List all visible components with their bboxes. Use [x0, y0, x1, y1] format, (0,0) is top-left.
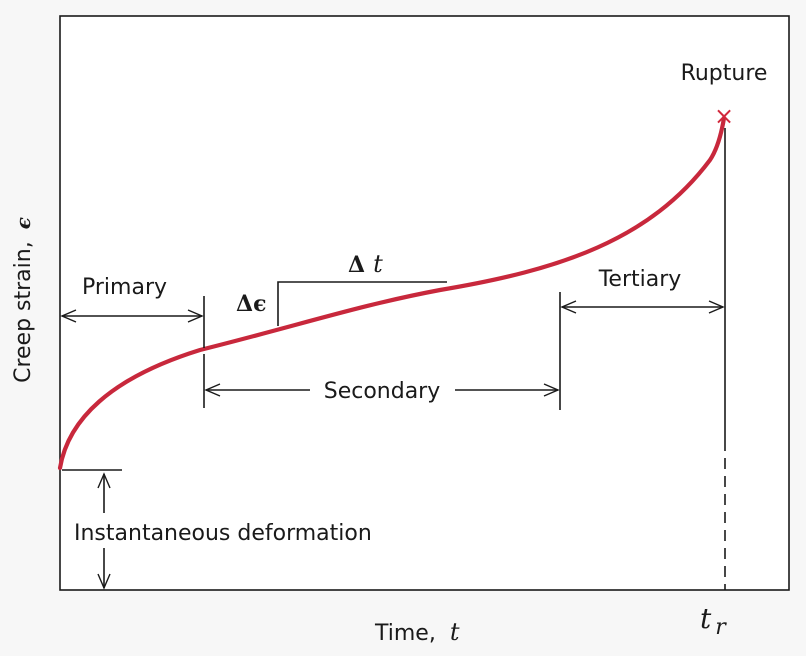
- rupture-marker: ×: [714, 102, 734, 130]
- rupture-label: Rupture: [681, 61, 768, 86]
- x-axis-label: Time, t: [374, 618, 460, 646]
- secondary-arrowhead-right: [543, 383, 560, 397]
- instantaneous-arrowhead-down: [97, 573, 111, 590]
- primary-label: Primary: [82, 275, 167, 300]
- x-axis-label-var: t: [450, 618, 460, 646]
- x-axis-label-text: Time,: [374, 621, 436, 646]
- secondary-label: Secondary: [324, 379, 441, 404]
- plot-frame: [59, 15, 790, 591]
- secondary-arrowhead-left: [204, 383, 221, 397]
- tertiary-arrowhead-right: [708, 300, 725, 314]
- instantaneous-label: Instantaneous deformation: [74, 521, 372, 546]
- primary-arrowhead-right: [187, 309, 204, 323]
- rupture-time-sub: r: [715, 615, 727, 640]
- slope-triangle: [277, 281, 447, 326]
- tertiary-arrowhead-left: [560, 300, 577, 314]
- tertiary-label: Tertiary: [598, 267, 682, 292]
- delta-strain-label: Δϵ: [236, 291, 266, 317]
- creep-curve: [57, 115, 727, 471]
- y-axis-label-var: ϵ: [11, 217, 35, 229]
- delta-time-symbol: Δ: [348, 252, 365, 278]
- rupture-time-label: t r: [700, 602, 727, 640]
- y-axis-label: Creep strain, ϵ: [11, 217, 36, 383]
- delta-time-label: Δ t: [348, 250, 383, 278]
- y-axis-label-text: Creep strain,: [11, 241, 36, 383]
- delta-time-var: t: [373, 250, 383, 278]
- instantaneous-arrowhead-up: [97, 472, 111, 489]
- primary-arrowhead-left: [60, 309, 77, 323]
- rupture-time-base: t: [700, 602, 712, 635]
